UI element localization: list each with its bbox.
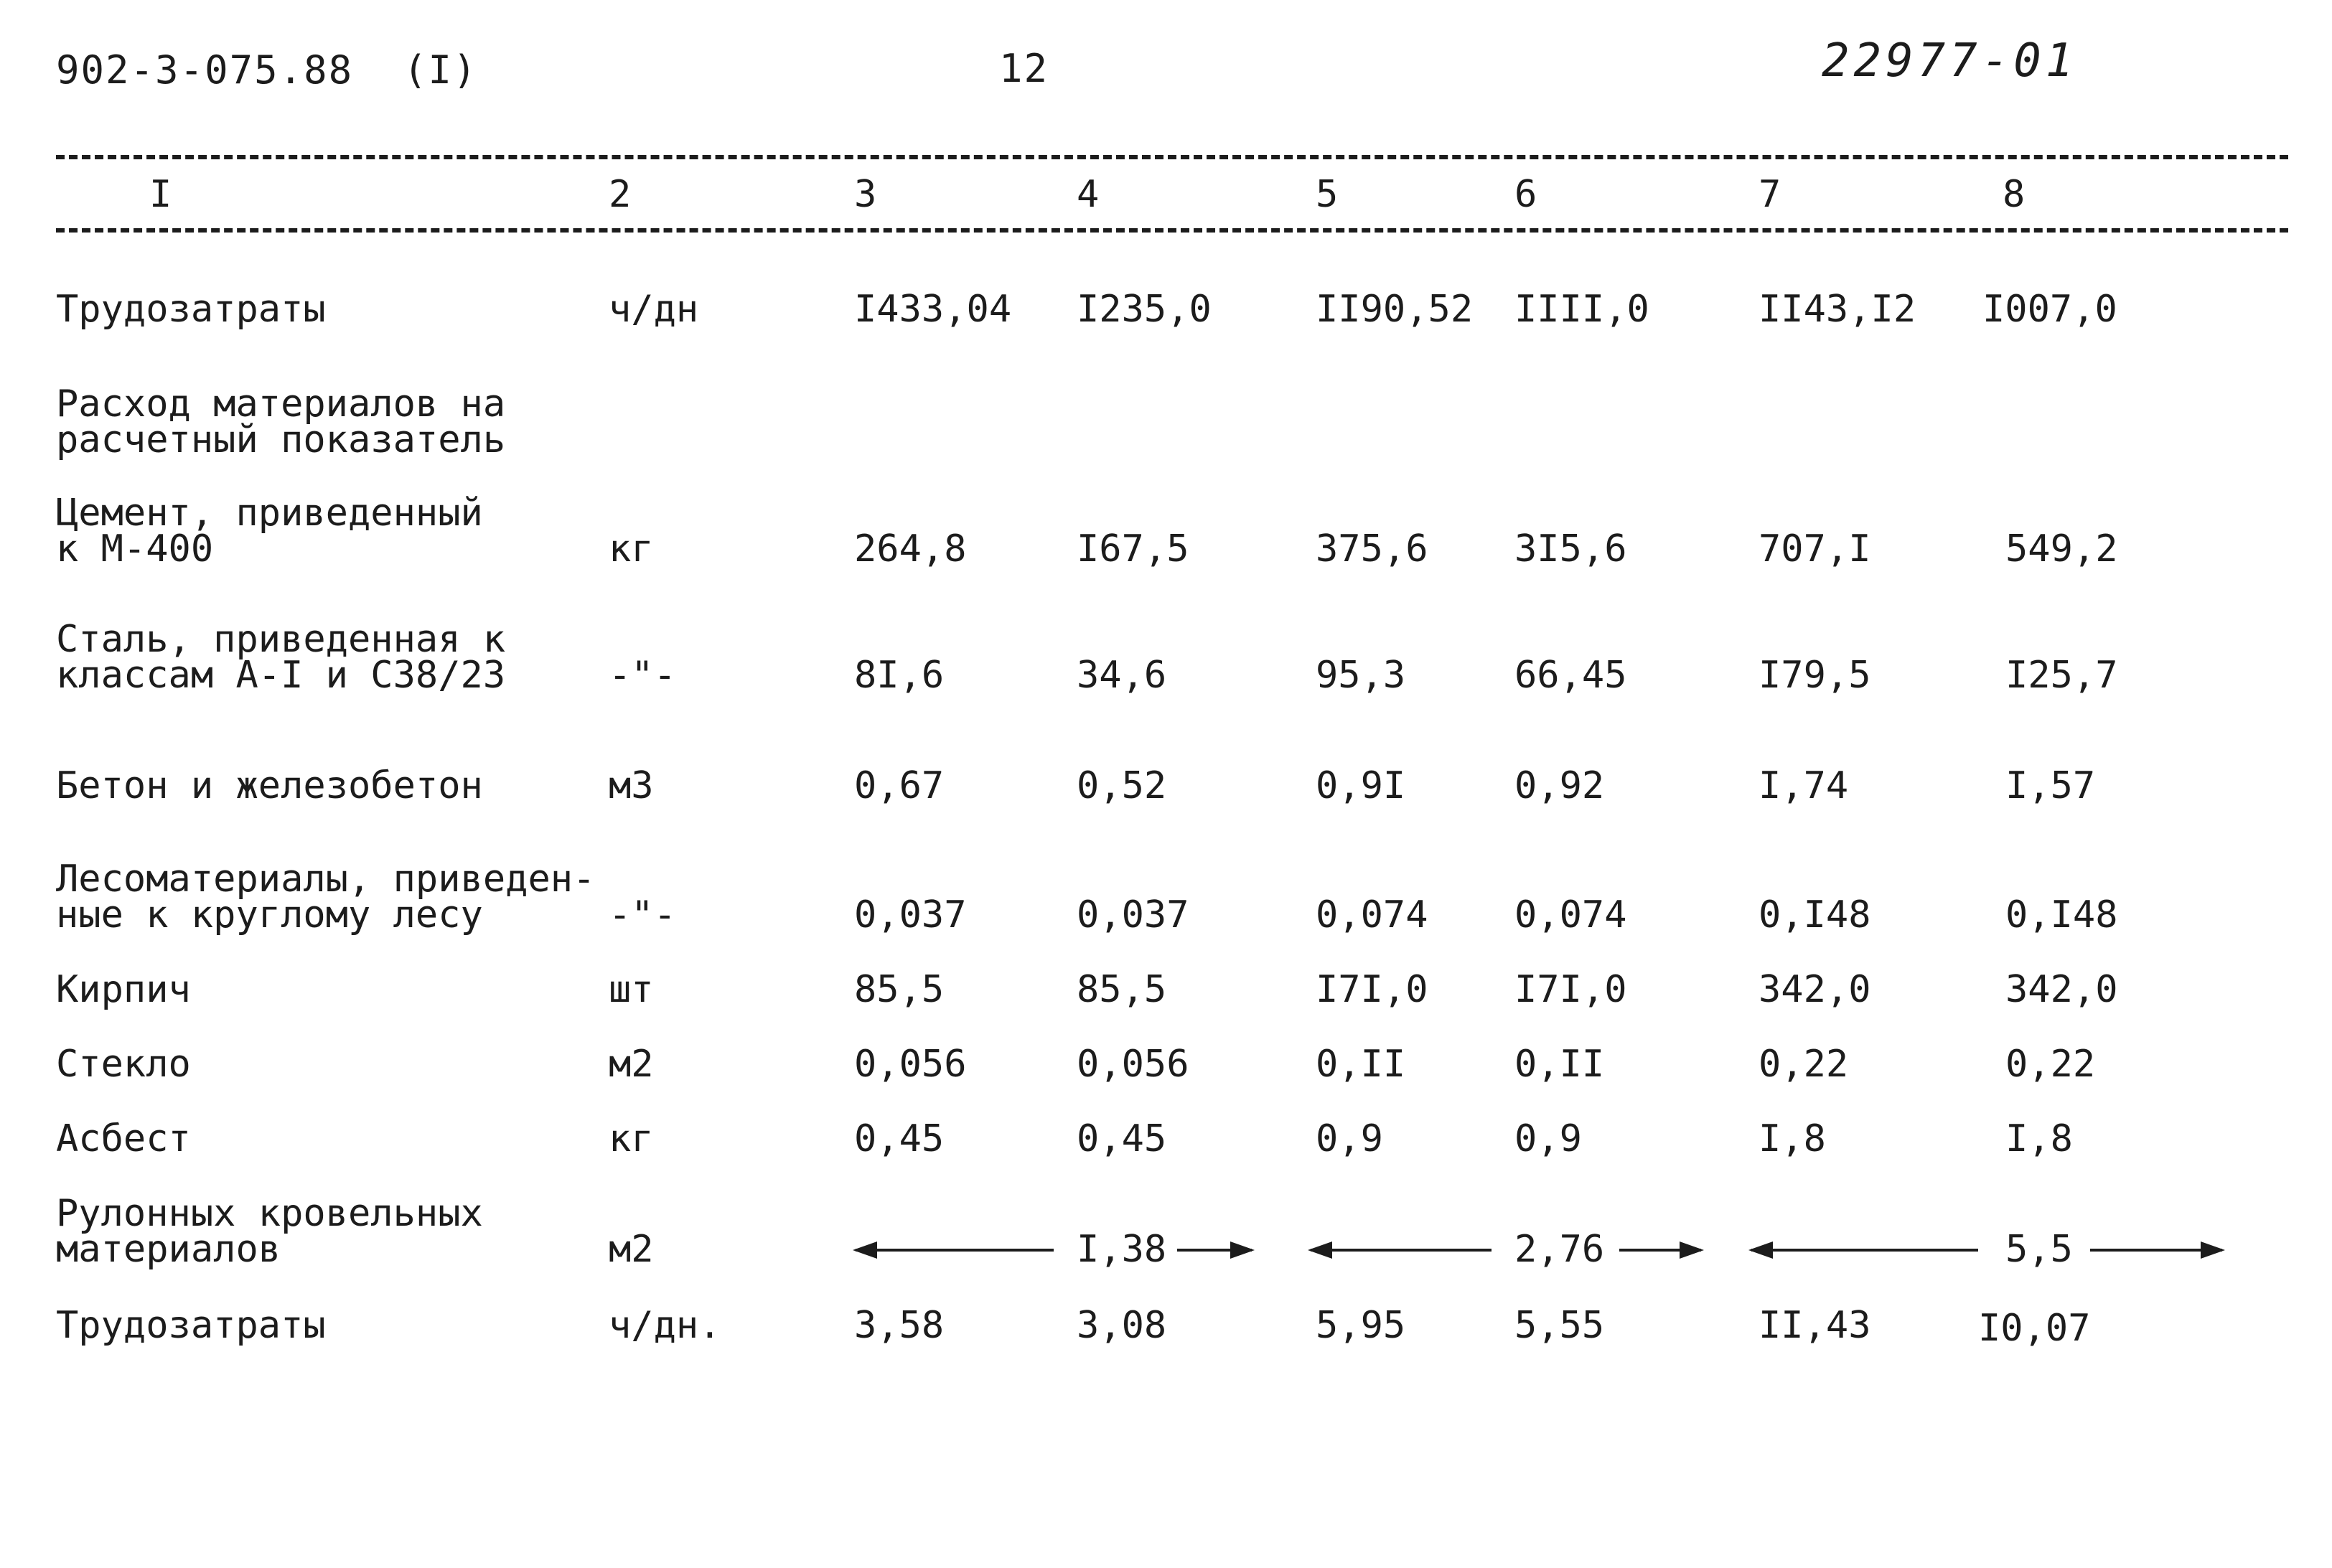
- row-unit: ч/дн.: [609, 1304, 721, 1347]
- header-rule-top: [56, 155, 2288, 159]
- column-number-4: 4: [1077, 173, 1100, 216]
- cell-value: I25,7: [2005, 654, 2118, 697]
- cell-value: 0,67: [854, 764, 945, 807]
- column-number-8: 8: [2003, 173, 2026, 216]
- cell-value: 0,9: [1316, 1117, 1383, 1160]
- cell-value: 3I5,6: [1514, 527, 1627, 571]
- cell-value: 5,55: [1514, 1304, 1605, 1347]
- column-number-2: 2: [609, 173, 632, 216]
- cell-value: 264,8: [854, 527, 967, 571]
- cell-value: 0,056: [854, 1043, 967, 1086]
- cell-value: 95,3: [1316, 654, 1406, 697]
- cell-value: I433,04: [854, 288, 1012, 331]
- cell-value: I007,0: [1982, 288, 2117, 331]
- cell-value: 0,52: [1077, 764, 1167, 807]
- cell-value: 0,9: [1514, 1117, 1582, 1160]
- row-unit: м2: [609, 1043, 654, 1086]
- row-label: Цемент, приведенный к М-400: [56, 492, 483, 571]
- cell-value: 0,92: [1514, 764, 1605, 807]
- cell-value: 34,6: [1077, 654, 1167, 697]
- span-arrow-left: [1748, 1241, 1978, 1259]
- cell-value: I67,5: [1077, 527, 1189, 571]
- cell-value: 0,I48: [1759, 893, 1871, 936]
- cell-value: 549,2: [2005, 527, 2118, 571]
- row-label: Рулонных кровельных материалов: [56, 1192, 483, 1271]
- row-unit: м3: [609, 764, 654, 807]
- span-value: I,38: [1077, 1228, 1167, 1271]
- cell-value: 0,037: [1077, 893, 1189, 936]
- column-number-3: 3: [854, 173, 877, 216]
- cell-value: I7I,0: [1316, 968, 1428, 1011]
- cell-value: 8I,6: [854, 654, 945, 697]
- row-unit: -"-: [609, 654, 676, 697]
- cell-value: I,57: [2005, 764, 2096, 807]
- cell-value: 342,0: [2005, 968, 2118, 1011]
- cell-value: 0,037: [854, 893, 967, 936]
- cell-value: 5,95: [1316, 1304, 1406, 1347]
- cell-value: 85,5: [854, 968, 945, 1011]
- cell-value: I79,5: [1759, 654, 1871, 697]
- cell-value: 375,6: [1316, 527, 1428, 571]
- cell-value: 3,58: [854, 1304, 945, 1347]
- column-number-6: 6: [1514, 173, 1537, 216]
- cell-value: I7I,0: [1514, 968, 1627, 1011]
- cell-value: 0,II: [1514, 1043, 1605, 1086]
- cell-value: II90,52: [1316, 288, 1474, 331]
- row-label: Сталь, приведенная к классам А-I и С38/2…: [56, 618, 506, 697]
- header-rule-bottom: [56, 228, 2288, 233]
- column-number-1: I: [149, 173, 172, 216]
- span-value: 2,76: [1514, 1228, 1605, 1271]
- cell-value: IIII,0: [1514, 288, 1649, 331]
- cell-value: 0,056: [1077, 1043, 1189, 1086]
- cell-value: 0,22: [1759, 1043, 1849, 1086]
- column-number-5: 5: [1316, 173, 1339, 216]
- span-arrow-left: [853, 1241, 1054, 1259]
- row-unit: -"-: [609, 893, 676, 936]
- cell-value: I235,0: [1077, 288, 1212, 331]
- row-unit: ч/дн: [609, 288, 699, 331]
- cell-value: 3,08: [1077, 1304, 1167, 1347]
- cell-value: 0,45: [1077, 1117, 1167, 1160]
- cell-value: 0,I48: [2005, 893, 2118, 936]
- cell-value: 0,074: [1514, 893, 1627, 936]
- span-value: 5,5: [2005, 1228, 2073, 1271]
- cell-value: 85,5: [1077, 968, 1167, 1011]
- page-number: 12: [999, 46, 1049, 91]
- span-arrow-right: [1177, 1241, 1255, 1259]
- row-label: Кирпич: [56, 968, 191, 1011]
- cell-value: 0,9I: [1316, 764, 1406, 807]
- row-unit: кг: [609, 527, 654, 571]
- row-label: Трудозатраты: [56, 1304, 326, 1347]
- cell-value: 0,074: [1316, 893, 1428, 936]
- cell-value: 342,0: [1759, 968, 1871, 1011]
- column-number-7: 7: [1759, 173, 1781, 216]
- row-label: Лесоматериалы, приведен- ные к круглому …: [56, 858, 596, 936]
- cell-value: I,8: [2005, 1117, 2073, 1160]
- cell-value: 0,45: [854, 1117, 945, 1160]
- cell-value: I0,07: [1978, 1307, 2091, 1350]
- row-unit: кг: [609, 1117, 654, 1160]
- document-part: (I): [403, 47, 478, 93]
- row-label: Асбест: [56, 1117, 191, 1160]
- inventory-stamp: 22977-01: [1822, 34, 2078, 88]
- cell-value: I,8: [1759, 1117, 1826, 1160]
- cell-value: II,43: [1759, 1304, 1871, 1347]
- row-unit: м2: [609, 1228, 654, 1271]
- span-arrow-right: [1619, 1241, 1704, 1259]
- row-unit: шт: [609, 968, 654, 1011]
- row-label: Бетон и железобетон: [56, 764, 483, 807]
- row-label: Трудозатраты: [56, 288, 326, 331]
- span-arrow-right: [2090, 1241, 2225, 1259]
- span-arrow-left: [1308, 1241, 1492, 1259]
- cell-value: II43,I2: [1759, 288, 1916, 331]
- cell-value: 66,45: [1514, 654, 1627, 697]
- cell-value: 707,I: [1759, 527, 1871, 571]
- section-heading: Расход материалов на расчетный показател…: [56, 382, 506, 461]
- document-code: 902-3-075.88: [56, 47, 354, 93]
- cell-value: 0,22: [2005, 1043, 2096, 1086]
- cell-value: I,74: [1759, 764, 1849, 807]
- row-label: Стекло: [56, 1043, 191, 1086]
- cell-value: 0,II: [1316, 1043, 1406, 1086]
